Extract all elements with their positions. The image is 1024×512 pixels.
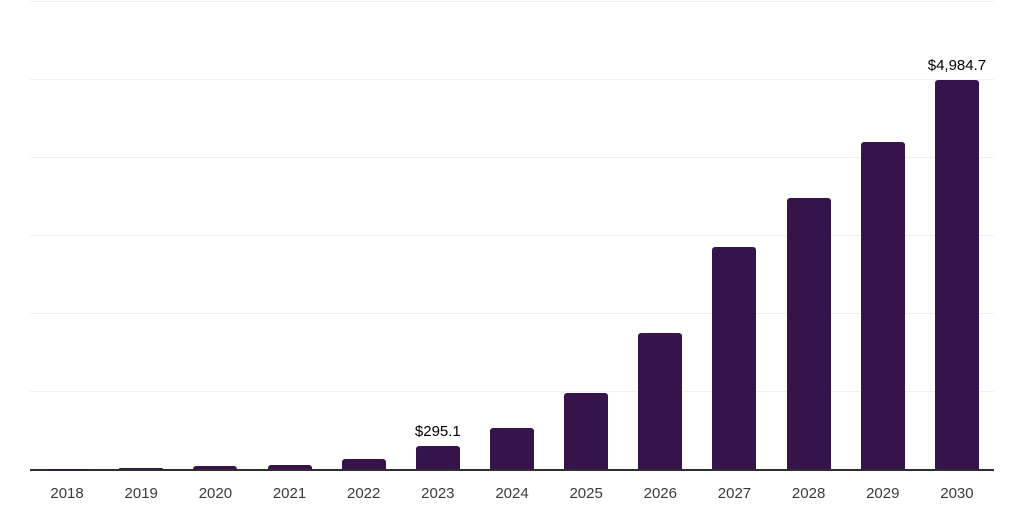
bar-2019: [119, 468, 164, 469]
bar-2022: [341, 459, 386, 469]
x-tick-label-2030: 2030: [940, 485, 974, 502]
gridline-6000: [30, 1, 994, 2]
x-axis: 2018 2019 2020 2021 2022 2023 2024 2025 2026 2027…: [30, 486, 994, 506]
gridline-5000: [30, 79, 994, 80]
x-tick-label-2025: 2025: [569, 485, 603, 502]
x-tick-label-2026: 2026: [643, 485, 677, 502]
x-tick-label-2022: 2022: [347, 485, 381, 502]
x-tick-label-2024: 2024: [495, 485, 529, 502]
x-tick-label-2023: 2023: [421, 485, 455, 502]
gridline-4000: [30, 157, 994, 158]
bar-2024: [490, 427, 534, 469]
bar-2026: [638, 333, 683, 469]
gridline-2000: [30, 313, 994, 314]
x-tick-label-2021: 2021: [272, 485, 307, 502]
bar-2028: [786, 197, 831, 469]
x-tick-label-2020: 2020: [198, 485, 233, 502]
bar-2030: [934, 80, 979, 469]
x-tick-label-2029: 2029: [866, 485, 900, 502]
x-tick-label-2018: 2018: [50, 485, 84, 502]
bar-value-label-2023: $295.1: [414, 422, 461, 440]
gridline-1000: [30, 391, 994, 392]
x-tick-label-2027: 2027: [717, 485, 752, 502]
gridline-3000: [30, 235, 994, 236]
bar-2023: [415, 445, 460, 469]
bar-2029: [860, 141, 905, 469]
x-tick-label-2028: 2028: [791, 485, 826, 502]
bar-chart-plot-area: $295.1 $4,984.7: [30, 1, 994, 471]
bar-2027: [712, 246, 757, 469]
bar-2020: [193, 465, 238, 469]
x-tick-label-2019: 2019: [124, 485, 158, 502]
bar-2021: [267, 464, 312, 469]
bar-2025: [564, 392, 609, 469]
bar-value-label-2030: $4,984.7: [927, 57, 987, 75]
